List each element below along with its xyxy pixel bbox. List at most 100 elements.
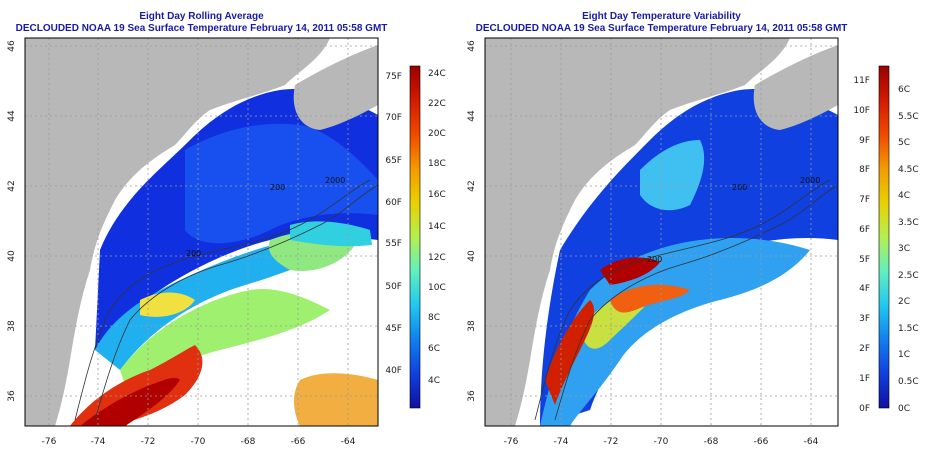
right-xtick: -72 bbox=[604, 437, 619, 447]
right-xtick: -64 bbox=[804, 437, 819, 447]
right-cbar-f-label: 5F bbox=[859, 255, 870, 265]
right-contour-label-1: 200 bbox=[647, 255, 662, 264]
left-cbar-f-label: 50F bbox=[385, 282, 402, 292]
right-cbar-c-label: 5C bbox=[898, 138, 910, 148]
left-cbar-f-label: 40F bbox=[385, 366, 402, 376]
right-cbar-c-label: 4.5C bbox=[898, 165, 919, 175]
left-cbar-c-label: 8C bbox=[428, 313, 440, 323]
left-cbar-c-label: 18C bbox=[428, 159, 446, 169]
right-cbar-c-label: 0C bbox=[898, 404, 910, 414]
left-xtick: -74 bbox=[91, 437, 106, 447]
right-xtick: -70 bbox=[654, 437, 669, 447]
right-cbar-c-label: 3.5C bbox=[898, 218, 919, 228]
right-cbar-c-label: 3C bbox=[898, 244, 910, 254]
left-ytick: 42 bbox=[7, 180, 17, 191]
left-contour-label-3: 2000 bbox=[325, 176, 345, 185]
left-cbar-f-label: 70F bbox=[385, 113, 402, 123]
left-ytick: 44 bbox=[7, 110, 17, 122]
right-ytick: 42 bbox=[467, 180, 477, 191]
right-cbar-f-label: 10F bbox=[853, 106, 870, 116]
right-orange-arc bbox=[610, 284, 690, 313]
left-cbar-f-label: 75F bbox=[385, 72, 402, 82]
left-xtick: -72 bbox=[141, 437, 156, 447]
left-cbar-f-label: 65F bbox=[385, 156, 402, 166]
left-cbar-c-label: 4C bbox=[428, 376, 440, 386]
left-xtick: -64 bbox=[341, 437, 356, 447]
right-cbar-f-label: 7F bbox=[859, 195, 870, 205]
right-ytick: 44 bbox=[467, 110, 477, 122]
right-cbar-c-label: 0.5C bbox=[898, 377, 919, 387]
left-ytick: 40 bbox=[7, 250, 17, 262]
left-title-line2: DECLOUDED NOAA 19 Sea Surface Temperatur… bbox=[15, 23, 388, 34]
left-contour-label-1: 200 bbox=[186, 249, 201, 258]
right-title-line1: Eight Day Temperature Variability bbox=[582, 11, 741, 22]
right-ytick: 46 bbox=[467, 40, 477, 52]
left-shelf-water bbox=[185, 123, 378, 244]
left-cbar-c-label: 24C bbox=[428, 69, 446, 79]
right-xtick: -66 bbox=[754, 437, 769, 447]
right-map-frame bbox=[484, 37, 839, 427]
right-cbar-f-label: 4F bbox=[859, 284, 870, 294]
left-contour-2000m bbox=[94, 184, 378, 421]
right-cbar-f-label: 2F bbox=[859, 344, 870, 354]
right-cbar-c-label: 5.5C bbox=[898, 112, 919, 122]
left-map-frame bbox=[24, 37, 379, 427]
left-title-line1: Eight Day Rolling Average bbox=[139, 11, 264, 22]
right-contour-label-2: 200 bbox=[732, 183, 747, 192]
left-orange-patches bbox=[294, 373, 378, 426]
left-cyan-patch bbox=[290, 221, 372, 247]
right-xtick: -76 bbox=[504, 437, 519, 447]
left-gulf-stream bbox=[70, 345, 203, 426]
right-high-variability-core bbox=[600, 257, 660, 285]
left-cbar-c-label: 10C bbox=[428, 283, 446, 293]
left-mid-water bbox=[120, 289, 330, 400]
right-moderate-variability bbox=[540, 238, 810, 426]
left-xtick: -70 bbox=[191, 437, 206, 447]
right-shelf-variability bbox=[640, 140, 705, 211]
right-cbar-c-label: 1.5C bbox=[898, 324, 919, 334]
right-contour-200m bbox=[534, 179, 831, 421]
right-cbar-c-label: 4C bbox=[898, 191, 910, 201]
right-cbar-c-label: 2.5C bbox=[898, 271, 919, 281]
left-nova-scotia bbox=[293, 45, 378, 130]
right-contour-2000m bbox=[554, 184, 838, 421]
right-ytick: 36 bbox=[467, 390, 477, 402]
right-nova-scotia bbox=[753, 45, 838, 130]
left-cbar-c-label: 6C bbox=[428, 344, 440, 354]
left-xtick: -68 bbox=[241, 437, 256, 447]
right-cbar-f-label: 9F bbox=[859, 136, 870, 146]
right-cbar-f-label: 8F bbox=[859, 165, 870, 175]
right-ytick: 40 bbox=[467, 250, 477, 262]
left-ytick: 36 bbox=[7, 390, 17, 402]
left-cbar-c-label: 20C bbox=[428, 129, 446, 139]
left-cbar-f-label: 60F bbox=[385, 198, 402, 208]
right-cbar-c-label: 1C bbox=[898, 350, 910, 360]
right-cbar-f-label: 11F bbox=[853, 76, 870, 86]
left-ytick: 38 bbox=[7, 320, 17, 332]
right-cbar-f-label: 0F bbox=[859, 404, 870, 414]
right-xtick: -74 bbox=[554, 437, 569, 447]
left-cbar-c-label: 12C bbox=[428, 253, 446, 263]
left-cbar-c-label: 14C bbox=[428, 222, 446, 232]
left-warm-patch bbox=[140, 292, 195, 317]
right-ytick: 38 bbox=[467, 320, 477, 332]
right-colorbar bbox=[878, 65, 890, 409]
left-contour-label-2: 200 bbox=[270, 183, 285, 192]
right-contour-label-3: 2000 bbox=[800, 176, 820, 185]
left-ytick: 46 bbox=[7, 40, 17, 52]
left-cbar-c-label: 22C bbox=[428, 99, 446, 109]
right-xtick: -68 bbox=[704, 437, 719, 447]
left-colorbar bbox=[409, 65, 421, 409]
left-contour-200m bbox=[74, 179, 371, 421]
left-xtick: -66 bbox=[291, 437, 306, 447]
left-gulf-stream-core bbox=[80, 377, 180, 426]
right-cbar-c-label: 2C bbox=[898, 297, 910, 307]
left-xtick: -76 bbox=[42, 437, 57, 447]
left-slope-water bbox=[95, 240, 330, 370]
right-cbar-f-label: 3F bbox=[859, 314, 870, 324]
right-cbar-c-label: 6C bbox=[898, 85, 910, 95]
right-cbar-f-label: 6F bbox=[859, 225, 870, 235]
left-cbar-f-label: 45F bbox=[385, 324, 402, 334]
left-cbar-f-label: 55F bbox=[385, 239, 402, 249]
